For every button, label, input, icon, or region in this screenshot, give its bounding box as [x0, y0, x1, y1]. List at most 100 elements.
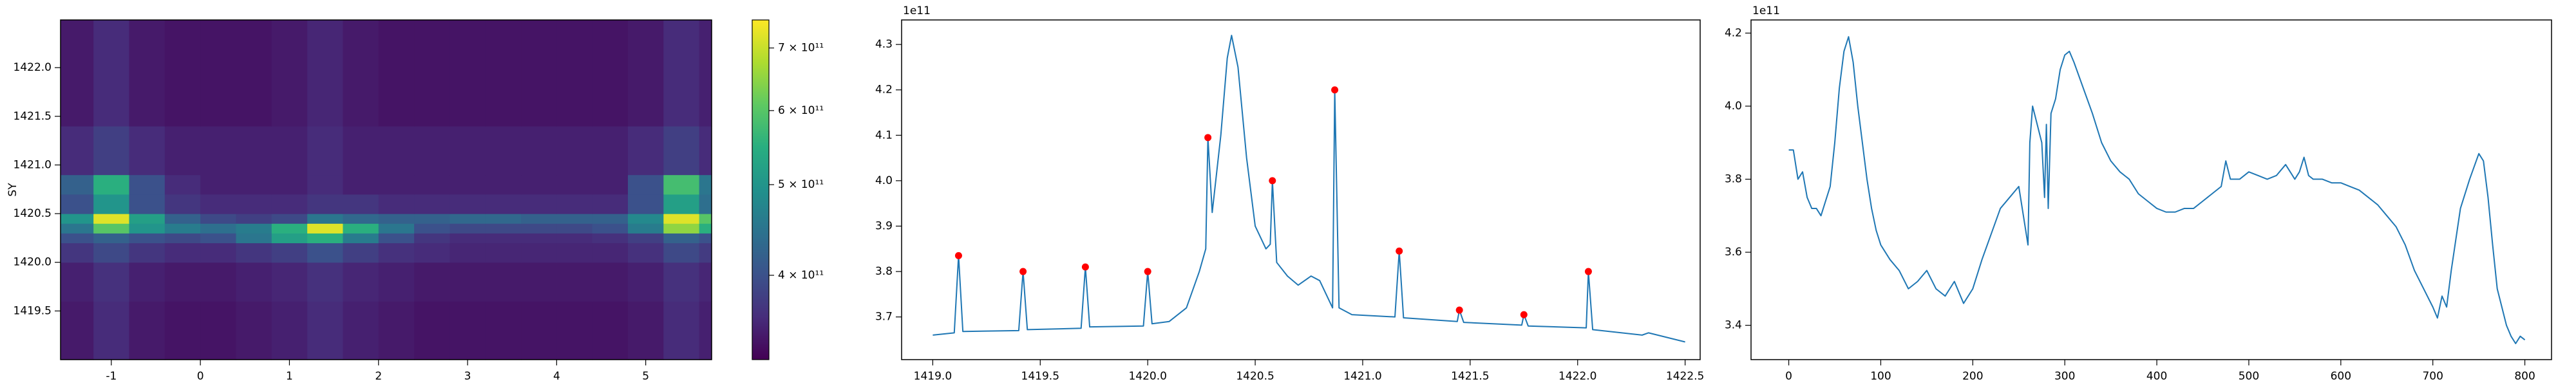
heatmap-cell — [450, 301, 486, 360]
x-tick-label: 5 — [642, 370, 649, 383]
heatmap-cell — [521, 243, 557, 263]
heatmap-cell — [93, 301, 130, 360]
heatmap-cell — [556, 174, 593, 195]
heatmap-cell — [378, 262, 415, 302]
heatmap-cell — [699, 20, 712, 127]
offset-text: 1e11 — [903, 5, 931, 17]
y-tick-label: 3.9 — [875, 219, 893, 232]
heatmap-cell — [592, 174, 629, 195]
heatmap-cell — [93, 20, 130, 127]
y-tick-label: 1420.0 — [14, 256, 52, 269]
heatmap-cell — [450, 194, 486, 214]
heatmap-cell — [699, 125, 712, 176]
heatmap-cell — [556, 214, 593, 224]
x-tick-label: 1422.5 — [1666, 370, 1704, 383]
heatmap-cell — [236, 20, 272, 127]
heatmap-cell — [343, 174, 379, 195]
heatmap-cell — [129, 194, 166, 214]
heatmap-cell — [485, 214, 522, 224]
heatmap-cell — [699, 233, 712, 244]
y-tick-label: 3.4 — [1725, 319, 1742, 332]
heatmap-cell — [627, 20, 664, 127]
heatmap-cell — [271, 233, 308, 244]
heatmap-cell — [271, 194, 308, 214]
peak-marker — [1396, 247, 1403, 255]
heatmap-cell — [200, 194, 237, 214]
heatmap-cell — [414, 20, 450, 127]
heatmap-cell — [343, 243, 379, 263]
heatmap-cell — [521, 214, 557, 224]
heatmap-cell — [61, 194, 94, 214]
heatmap-cells — [61, 20, 712, 360]
x-tick-label: 0 — [1785, 370, 1792, 383]
heatmap-cell — [164, 262, 201, 302]
x-tick-label: 1419.0 — [914, 370, 952, 383]
heatmap-cell — [61, 125, 94, 176]
heatmap-cell — [343, 301, 379, 360]
heatmap-cell — [699, 301, 712, 360]
heatmap-cell — [485, 243, 522, 263]
heatmap-cell — [236, 223, 272, 234]
heatmap-cell — [307, 125, 344, 176]
heatmap-cell — [307, 194, 344, 214]
x-tick-label: 2 — [375, 370, 382, 383]
heatmap-cell — [307, 174, 344, 195]
heatmap-cell — [699, 223, 712, 234]
x-tick-label: 500 — [2239, 370, 2259, 383]
heatmap-cell — [627, 194, 664, 214]
heatmap-cell — [414, 174, 450, 195]
y-tick-label: 1421.0 — [14, 158, 52, 171]
heatmap-cell — [556, 262, 593, 302]
heatmap-cell — [271, 174, 308, 195]
heatmap-cell — [592, 233, 629, 244]
heatmap-cell — [307, 262, 344, 302]
heatmap-cell — [663, 174, 700, 195]
heatmap-cell — [164, 301, 201, 360]
x-tick-label: 1421.5 — [1451, 370, 1489, 383]
heatmap-cell — [592, 301, 629, 360]
heatmap-cell — [236, 194, 272, 214]
heatmap-cell — [93, 233, 130, 244]
heatmap-cell — [556, 243, 593, 263]
heatmap-cell — [307, 223, 344, 234]
heatmap-cell — [450, 233, 486, 244]
heatmap-cell — [271, 262, 308, 302]
peak-marker — [1204, 134, 1212, 142]
heatmap-cell — [521, 301, 557, 360]
axes-frame — [1750, 19, 2552, 360]
heatmap-cell — [61, 20, 94, 127]
heatmap-cell — [236, 174, 272, 195]
heatmap-cell — [450, 243, 486, 263]
heatmap-cell — [592, 214, 629, 224]
x-tick-label: 1420.0 — [1128, 370, 1166, 383]
heatmap-cell — [307, 233, 344, 244]
heatmap-cell — [93, 125, 130, 176]
heatmap-cell — [414, 243, 450, 263]
heatmap-cell — [200, 20, 237, 127]
x-tick-label: 0 — [197, 370, 204, 383]
x-tick-label: 1420.5 — [1236, 370, 1274, 383]
colorbar-tick-label: 5 × 10¹¹ — [778, 178, 824, 191]
peak-marker — [1520, 311, 1528, 318]
heatmap-cell — [129, 223, 166, 234]
heatmap-cell — [378, 243, 415, 263]
heatmap-cell — [663, 125, 700, 176]
heatmap-cell — [414, 223, 450, 234]
heatmap-cell — [236, 214, 272, 224]
heatmap-cell — [663, 233, 700, 244]
peak-marker — [1584, 268, 1592, 275]
heatmap-cell — [592, 243, 629, 263]
heatmap-cell — [61, 174, 94, 195]
heatmap-cell — [627, 214, 664, 224]
heatmap-cell — [663, 262, 700, 302]
axes-frame — [60, 19, 712, 360]
x-tick-label: 800 — [2514, 370, 2535, 383]
heatmap-cell — [414, 194, 450, 214]
heatmap-cell — [271, 243, 308, 263]
heatmap-cell — [378, 223, 415, 234]
heatmap-cell — [129, 243, 166, 263]
heatmap-cell — [307, 20, 344, 127]
x-tick-label: 200 — [1962, 370, 1983, 383]
y-tick-label: 4.0 — [875, 174, 893, 187]
